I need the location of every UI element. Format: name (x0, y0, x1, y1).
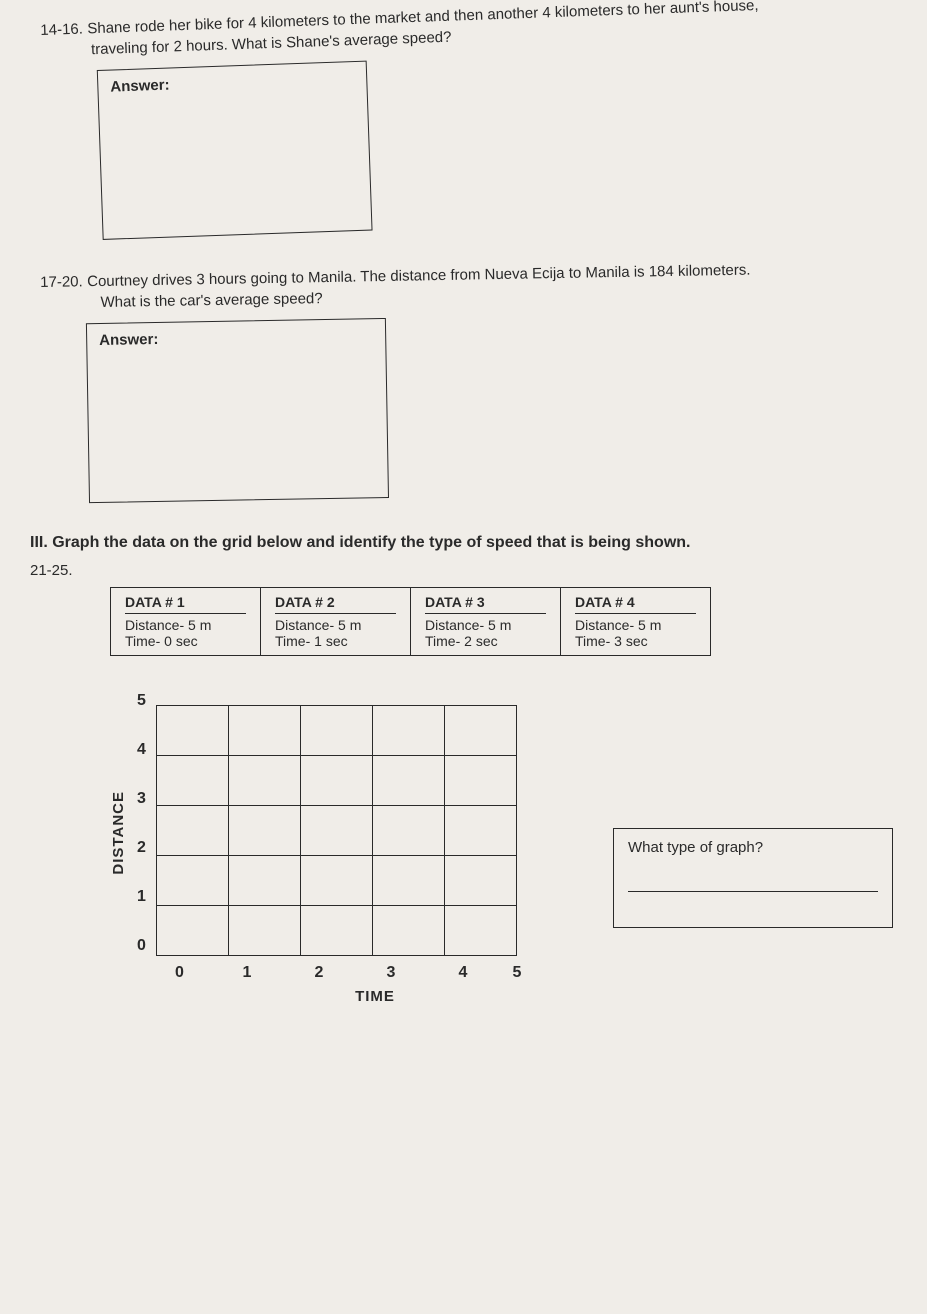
data-distance: Distance- 5 m (575, 617, 696, 633)
chart-wrap: 5 4 3 2 1 0 0 (137, 691, 553, 1005)
data-time: Time- 3 sec (575, 633, 696, 649)
x-axis-label: TIME (197, 988, 553, 1005)
graph-type-box[interactable]: What type of graph? (613, 828, 893, 928)
x-tick: 0 (175, 964, 211, 982)
table-row: DATA # 1 Distance- 5 m Time- 0 sec DATA … (111, 588, 711, 656)
question-17-20: 17-20. Courtney drives 3 hours going to … (40, 257, 901, 504)
data-cell: DATA # 4 Distance- 5 m Time- 3 sec (561, 588, 711, 656)
x-tick: 5 (481, 964, 553, 982)
data-table: DATA # 1 Distance- 5 m Time- 0 sec DATA … (110, 587, 711, 656)
data-time: Time- 1 sec (275, 633, 396, 649)
answer-box[interactable]: Answer: (86, 318, 389, 503)
y-tick: 0 (137, 936, 146, 956)
section-header: III. Graph the data on the grid below an… (30, 534, 897, 552)
x-tick: 1 (211, 964, 283, 982)
data-distance: Distance- 5 m (425, 617, 546, 633)
data-header: DATA # 1 (125, 594, 246, 614)
data-cell: DATA # 3 Distance- 5 m Time- 2 sec (411, 588, 561, 656)
answer-line (628, 891, 878, 892)
data-header: DATA # 2 (275, 594, 396, 614)
x-tick: 3 (355, 964, 427, 982)
answer-label: Answer: (110, 70, 354, 96)
x-ticks: 0 1 2 3 4 5 (175, 964, 553, 982)
y-axis-label: DISTANCE (110, 791, 127, 875)
data-distance: Distance- 5 m (125, 617, 246, 633)
data-cell: DATA # 1 Distance- 5 m Time- 0 sec (111, 588, 261, 656)
y-ticks: 5 4 3 2 1 0 (137, 691, 146, 956)
y-tick: 5 (137, 691, 146, 711)
data-time: Time- 0 sec (125, 633, 246, 649)
chart-area: DISTANCE 5 4 3 2 1 0 (110, 691, 897, 1005)
y-tick: 3 (137, 789, 146, 809)
y-tick: 1 (137, 887, 146, 907)
graph-type-question: What type of graph? (628, 839, 878, 856)
question-line: 17-20. Courtney drives 3 hours going to … (40, 257, 897, 293)
y-tick: 4 (137, 740, 146, 760)
y-tick: 2 (137, 838, 146, 858)
data-time: Time- 2 sec (425, 633, 546, 649)
data-header: DATA # 4 (575, 594, 696, 614)
chart-grid[interactable] (156, 705, 517, 956)
data-cell: DATA # 2 Distance- 5 m Time- 1 sec (261, 588, 411, 656)
x-tick: 2 (283, 964, 355, 982)
data-header: DATA # 3 (425, 594, 546, 614)
question-14-16: 14-16. Shane rode her bike for 4 kilomet… (40, 0, 904, 242)
question-number: 17-20. (40, 273, 83, 291)
item-number: 21-25. (30, 562, 897, 579)
answer-box[interactable]: Answer: (97, 61, 373, 240)
question-line: 14-16. Shane rode her bike for 4 kilomet… (40, 0, 897, 41)
question-line: What is the car's average speed? (100, 290, 322, 311)
question-text: Courtney drives 3 hours going to Manila.… (87, 262, 751, 291)
data-distance: Distance- 5 m (275, 617, 396, 633)
question-number: 14-16. (40, 21, 83, 39)
answer-label: Answer: (99, 327, 373, 349)
